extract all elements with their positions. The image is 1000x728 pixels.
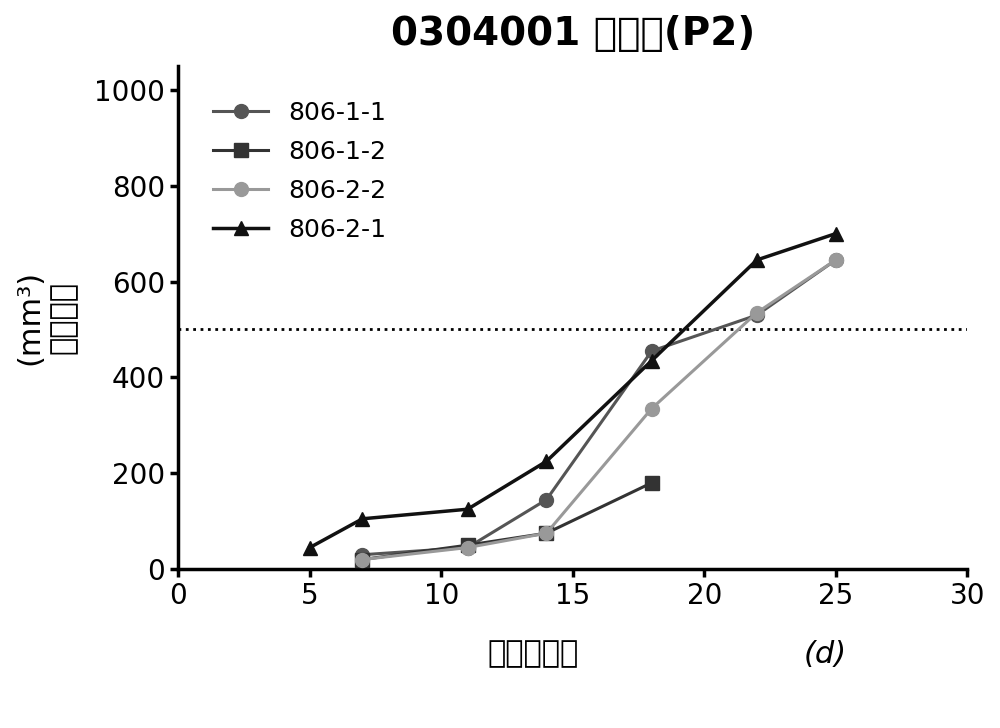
806-2-1 bbox=[356, 515, 368, 523]
806-1-1 bbox=[540, 495, 552, 504]
806-1-1 bbox=[830, 256, 842, 264]
806-2-1 bbox=[462, 505, 474, 513]
Text: (d): (d) bbox=[804, 640, 847, 668]
806-1-2 bbox=[356, 555, 368, 564]
Text: 接种后天数: 接种后天数 bbox=[488, 640, 579, 668]
806-2-1 bbox=[540, 457, 552, 466]
806-1-2 bbox=[462, 541, 474, 550]
806-1-1 bbox=[751, 311, 763, 320]
806-2-1 bbox=[646, 356, 658, 365]
806-2-1 bbox=[304, 543, 316, 552]
806-2-2 bbox=[830, 256, 842, 264]
806-1-1 bbox=[462, 543, 474, 552]
806-2-2 bbox=[462, 543, 474, 552]
806-2-2 bbox=[646, 404, 658, 413]
Line: 806-1-2: 806-1-2 bbox=[355, 476, 659, 566]
806-2-2 bbox=[356, 555, 368, 564]
806-1-1 bbox=[646, 347, 658, 355]
Line: 806-2-2: 806-2-2 bbox=[355, 253, 843, 566]
806-1-2 bbox=[646, 478, 658, 487]
Title: 0304001 胰腺癌(P2): 0304001 胰腺癌(P2) bbox=[391, 15, 755, 53]
806-2-1 bbox=[830, 229, 842, 238]
806-2-2 bbox=[540, 529, 552, 537]
806-2-2 bbox=[751, 309, 763, 317]
Line: 806-1-1: 806-1-1 bbox=[355, 253, 843, 562]
Legend: 806-1-1, 806-1-2, 806-2-2, 806-2-1: 806-1-1, 806-1-2, 806-2-2, 806-2-1 bbox=[198, 86, 401, 257]
806-2-1 bbox=[751, 256, 763, 264]
806-1-2 bbox=[540, 529, 552, 537]
Line: 806-2-1: 806-2-1 bbox=[303, 226, 843, 555]
806-1-1 bbox=[356, 550, 368, 559]
Y-axis label: (mm³)
肿瘤体积: (mm³) 肿瘤体积 bbox=[15, 270, 78, 365]
